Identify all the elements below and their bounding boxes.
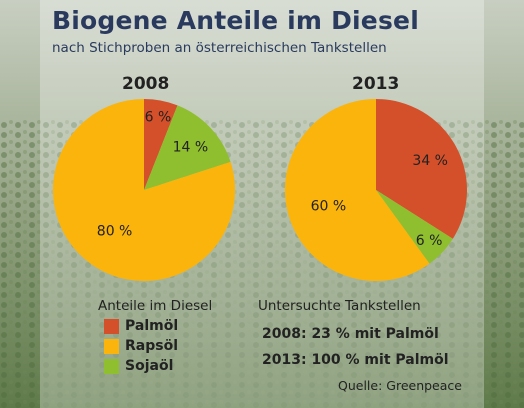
pie-2008-slice-2	[53, 99, 235, 281]
pie-2008-title: 2008	[122, 74, 170, 94]
legend-item-palmoel: Palmöl	[104, 318, 178, 334]
legend-label-sojaoel: Sojaöl	[125, 358, 174, 374]
pie-2013-label-2: 60 %	[311, 198, 347, 214]
pie-2013-slice-1	[376, 190, 453, 264]
pie-2013-slice-2	[285, 99, 430, 281]
legend-swatch-sojaoel	[104, 358, 119, 374]
legend-item-rapsoel: Rapsöl	[104, 338, 178, 354]
pie-2008-label-0: 6 %	[145, 110, 172, 126]
legend-title: Anteile im Diesel	[98, 298, 213, 314]
pie-2008-slice-1	[144, 105, 231, 190]
legend-swatch-rapsoel	[104, 338, 119, 354]
legend-label-rapsoel: Rapsöl	[125, 338, 178, 354]
pie-2013-slice-0	[376, 99, 467, 239]
pie-2013-label-0: 34 %	[412, 153, 448, 169]
legend-label-palmoel: Palmöl	[125, 318, 179, 334]
info-line-2008: 2008: 23 % mit Palmöl	[262, 326, 439, 342]
pie-2013-label-1: 6 %	[416, 233, 443, 249]
legend-item-sojaoel: Sojaöl	[104, 358, 173, 374]
pie-2008-label-1: 14 %	[173, 139, 209, 155]
legend-swatch-palmoel	[104, 318, 119, 334]
source-note: Quelle: Greenpeace	[338, 378, 462, 393]
pie-2008-label-2: 80 %	[97, 223, 133, 239]
chart-title: Biogene Anteile im Diesel	[52, 6, 419, 35]
pie-2013-title: 2013	[352, 74, 400, 94]
pie-2008-slice-0	[144, 99, 178, 190]
info-line-2013: 2013: 100 % mit Palmöl	[262, 352, 449, 368]
info-title: Untersuchte Tankstellen	[258, 298, 421, 314]
chart-subtitle: nach Stichproben an österreichischen Tan…	[52, 40, 387, 56]
